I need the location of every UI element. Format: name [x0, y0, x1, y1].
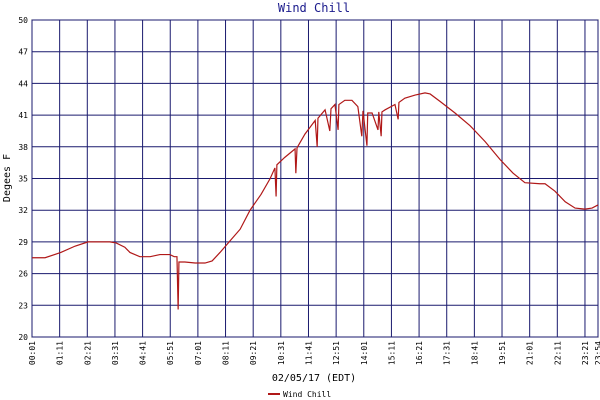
y-axis-label: Degees F — [2, 154, 13, 202]
legend-label: Wind Chill — [283, 390, 331, 399]
y-tick-label: 20 — [18, 333, 28, 342]
chart-title: Wind Chill — [278, 1, 350, 15]
x-tick-label: 08:11 — [222, 341, 231, 365]
x-tick-label: 23:21 — [581, 341, 590, 365]
x-tick-label: 07:01 — [194, 341, 203, 365]
x-tick-label: 17:31 — [443, 341, 452, 365]
y-tick-label: 29 — [18, 238, 28, 247]
x-tick-label: 10:31 — [277, 341, 286, 365]
y-tick-label: 41 — [18, 111, 28, 120]
y-tick-label: 38 — [18, 143, 28, 152]
x-tick-label: 09:21 — [249, 341, 258, 365]
x-axis-label: 02/05/17 (EDT) — [272, 373, 356, 384]
x-tick-label: 21:01 — [526, 341, 535, 365]
x-tick-label: 19:51 — [498, 341, 507, 365]
x-tick-label: 05:51 — [166, 341, 175, 365]
x-tick-label: 18:41 — [470, 341, 479, 365]
y-tick-label: 50 — [18, 16, 28, 25]
x-tick-label: 15:11 — [387, 341, 396, 365]
x-tick-label: 12:51 — [332, 341, 341, 365]
x-tick-label: 04:41 — [139, 341, 148, 365]
data-line — [32, 92, 599, 310]
x-tick-label: 23:54 — [594, 341, 600, 365]
x-tick-label: 14:01 — [360, 341, 369, 365]
y-tick-label: 26 — [18, 270, 28, 279]
x-tick-label: 11:41 — [304, 341, 313, 365]
x-tick-label: 00:01 — [28, 341, 37, 365]
x-tick-label: 01:11 — [56, 341, 65, 365]
y-tick-label: 32 — [18, 206, 28, 215]
x-tick-label: 22:11 — [553, 341, 562, 365]
y-tick-label: 44 — [18, 79, 28, 88]
x-tick-label: 16:21 — [415, 341, 424, 365]
y-tick-label: 35 — [18, 175, 28, 184]
y-tick-label: 23 — [18, 301, 28, 310]
x-tick-label: 02:21 — [83, 341, 92, 365]
x-tick-label: 03:31 — [111, 341, 120, 365]
y-tick-label: 47 — [18, 48, 28, 57]
